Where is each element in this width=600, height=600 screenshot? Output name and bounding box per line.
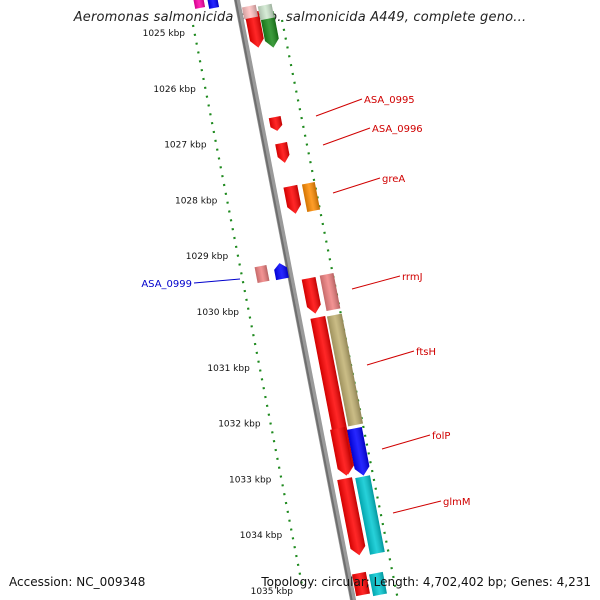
feature-ASA_0999[interactable] xyxy=(273,262,289,281)
label-ASA_0996[interactable]: ASA_0996 xyxy=(372,124,423,135)
feature-top-red[interactable] xyxy=(244,10,266,49)
feature-greA-neighbor[interactable] xyxy=(301,182,321,212)
feature-top-magenta[interactable] xyxy=(192,0,206,9)
feature-greA[interactable] xyxy=(283,184,302,215)
feature-ASA_0995[interactable] xyxy=(268,115,283,132)
feature-glmM[interactable] xyxy=(337,477,367,556)
genome-backbone xyxy=(233,0,357,600)
pointer-ASA_0996 xyxy=(322,127,371,146)
ruler-label-7: 1032 kbp xyxy=(218,420,261,430)
pointer-folP xyxy=(381,434,431,450)
feature-top-green[interactable] xyxy=(259,10,281,49)
pointer-rrmJ xyxy=(351,275,401,290)
label-ASA_0995[interactable]: ASA_0995 xyxy=(364,95,415,106)
label-folP[interactable]: folP xyxy=(432,431,450,442)
pointer-greA xyxy=(332,177,381,194)
map-title: Aeromonas salmonicida subsp. salmonicida… xyxy=(73,10,527,25)
feature-glmM-neighbor[interactable] xyxy=(355,475,385,555)
label-rrmJ[interactable]: rrmJ xyxy=(402,272,423,283)
feature-folP[interactable] xyxy=(330,427,354,477)
feature-bottom-cyan[interactable] xyxy=(369,571,387,597)
feature-bottom-red[interactable] xyxy=(352,571,370,597)
topology-text: Topology: circular; Length: 4,702,402 bp… xyxy=(261,575,591,589)
ruler-label-6: 1031 kbp xyxy=(207,364,250,374)
label-greA[interactable]: greA xyxy=(382,174,405,185)
feature-ASA_0999-neighbor[interactable] xyxy=(254,265,270,283)
pointer-ASA_0999 xyxy=(193,278,241,284)
ruler-label-2: 1027 kbp xyxy=(164,141,207,151)
accession-text: Accession: NC_009348 xyxy=(9,575,146,589)
pointer-ASA_0995 xyxy=(315,98,363,117)
label-ftsH[interactable]: ftsH xyxy=(416,347,436,358)
feature-top-pink[interactable] xyxy=(241,4,259,20)
ruler-label-0: 1025 kbp xyxy=(143,29,186,39)
ruler-label-8: 1033 kbp xyxy=(229,475,272,485)
ruler-label-5: 1030 kbp xyxy=(197,308,240,318)
label-glmM[interactable]: glmM xyxy=(443,497,471,508)
ruler-label-1: 1026 kbp xyxy=(153,85,196,95)
feature-rrmJ-neighbor[interactable] xyxy=(319,272,341,312)
feature-rrmJ[interactable] xyxy=(301,276,323,315)
ruler-label-10: 1035 kbp xyxy=(251,587,294,597)
label-ASA_0999[interactable]: ASA_0999 xyxy=(141,279,192,290)
feature-ftsH-neighbor[interactable] xyxy=(327,313,363,427)
feature-ASA_0996[interactable] xyxy=(275,142,291,164)
feature-folP-neighbor[interactable] xyxy=(347,427,371,477)
ruler-label-3: 1028 kbp xyxy=(175,196,218,206)
feature-top-lightgreen[interactable] xyxy=(257,3,275,21)
ruler-label-9: 1034 kbp xyxy=(240,531,283,541)
ruler-label-4: 1029 kbp xyxy=(186,252,229,262)
pointer-glmM xyxy=(392,500,442,514)
pointer-ftsH xyxy=(366,350,415,366)
feature-top-blue[interactable] xyxy=(206,0,220,9)
